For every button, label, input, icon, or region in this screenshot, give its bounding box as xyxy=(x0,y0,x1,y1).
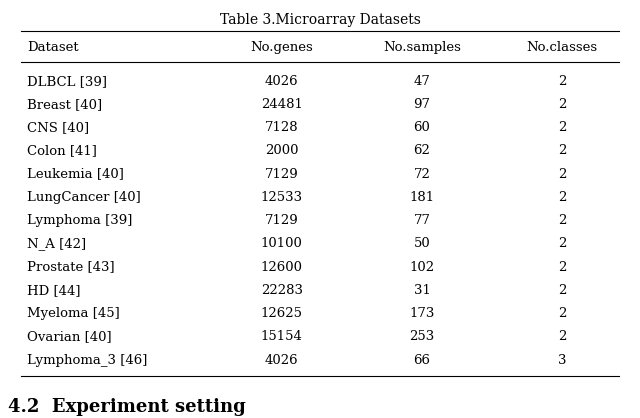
Text: 2: 2 xyxy=(558,75,566,88)
Text: 2000: 2000 xyxy=(265,144,298,157)
Text: DLBCL [39]: DLBCL [39] xyxy=(27,75,107,88)
Text: 50: 50 xyxy=(413,237,430,250)
Text: 2: 2 xyxy=(558,168,566,181)
Text: 173: 173 xyxy=(409,307,435,320)
Text: 24481: 24481 xyxy=(261,98,303,111)
Text: LungCancer [40]: LungCancer [40] xyxy=(27,191,141,204)
Text: 2: 2 xyxy=(558,260,566,274)
Text: 66: 66 xyxy=(413,354,431,367)
Text: 72: 72 xyxy=(413,168,430,181)
Text: 7128: 7128 xyxy=(265,121,299,134)
Text: 2: 2 xyxy=(558,214,566,227)
Text: 102: 102 xyxy=(410,260,435,274)
Text: 7129: 7129 xyxy=(265,168,299,181)
Text: Dataset: Dataset xyxy=(27,41,79,54)
Text: Myeloma [45]: Myeloma [45] xyxy=(27,307,120,320)
Text: 4026: 4026 xyxy=(265,75,299,88)
Text: 181: 181 xyxy=(410,191,435,204)
Text: 253: 253 xyxy=(410,330,435,343)
Text: 4.2  Experiment setting: 4.2 Experiment setting xyxy=(8,398,246,416)
Text: CNS [40]: CNS [40] xyxy=(27,121,89,134)
Text: 7129: 7129 xyxy=(265,214,299,227)
Text: 31: 31 xyxy=(413,284,430,297)
Text: Table 3.Microarray Datasets: Table 3.Microarray Datasets xyxy=(220,13,420,28)
Text: 2: 2 xyxy=(558,307,566,320)
Text: 2: 2 xyxy=(558,191,566,204)
Text: 2: 2 xyxy=(558,284,566,297)
Text: No.samples: No.samples xyxy=(383,41,461,54)
Text: 15154: 15154 xyxy=(261,330,303,343)
Text: N_A [42]: N_A [42] xyxy=(27,237,86,250)
Text: 12533: 12533 xyxy=(260,191,303,204)
Text: 22283: 22283 xyxy=(260,284,303,297)
Text: Colon [41]: Colon [41] xyxy=(27,144,97,157)
Text: 77: 77 xyxy=(413,214,431,227)
Text: Lymphoma_3 [46]: Lymphoma_3 [46] xyxy=(27,354,147,367)
Text: 2: 2 xyxy=(558,144,566,157)
Text: No.classes: No.classes xyxy=(527,41,598,54)
Text: 47: 47 xyxy=(413,75,430,88)
Text: HD [44]: HD [44] xyxy=(27,284,81,297)
Text: 60: 60 xyxy=(413,121,430,134)
Text: 10100: 10100 xyxy=(261,237,303,250)
Text: Ovarian [40]: Ovarian [40] xyxy=(27,330,111,343)
Text: 2: 2 xyxy=(558,98,566,111)
Text: No.genes: No.genes xyxy=(250,41,313,54)
Text: 12600: 12600 xyxy=(260,260,303,274)
Text: 4026: 4026 xyxy=(265,354,299,367)
Text: Leukemia [40]: Leukemia [40] xyxy=(27,168,124,181)
Text: 2: 2 xyxy=(558,330,566,343)
Text: 97: 97 xyxy=(413,98,431,111)
Text: 2: 2 xyxy=(558,121,566,134)
Text: Lymphoma [39]: Lymphoma [39] xyxy=(27,214,132,227)
Text: Prostate [43]: Prostate [43] xyxy=(27,260,115,274)
Text: 62: 62 xyxy=(413,144,430,157)
Text: 2: 2 xyxy=(558,237,566,250)
Text: 12625: 12625 xyxy=(260,307,303,320)
Text: Breast [40]: Breast [40] xyxy=(27,98,102,111)
Text: 3: 3 xyxy=(558,354,566,367)
